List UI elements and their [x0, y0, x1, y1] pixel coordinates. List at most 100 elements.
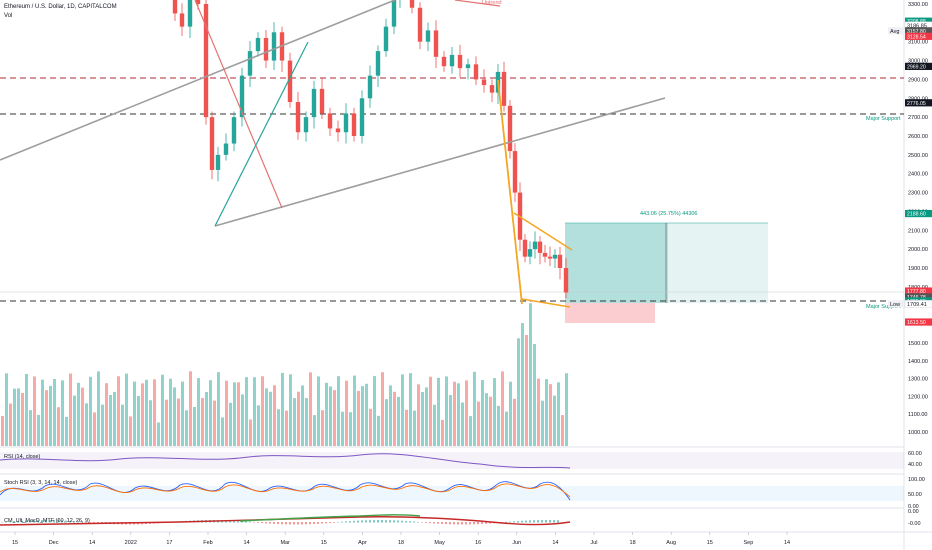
chart-title: Ethereum / U.S. Dollar, 1D, CAPITALCOM — [4, 4, 117, 10]
volume-bar — [297, 391, 300, 446]
candle-body — [263, 37, 269, 61]
macd-histogram-bar — [525, 520, 527, 523]
macd-histogram-bar — [397, 520, 399, 523]
volume-bar — [73, 395, 76, 446]
volume-bar — [485, 393, 488, 446]
candle-body — [303, 117, 309, 133]
stoch-k-line[interactable] — [0, 481, 571, 501]
time-tick: Jul — [590, 540, 597, 546]
macd-histogram-bar — [361, 520, 363, 523]
volume-bar — [5, 373, 8, 446]
volume-bar — [237, 382, 240, 446]
candle-body — [255, 37, 261, 52]
candle-body — [489, 85, 495, 93]
volume-bar — [65, 416, 68, 446]
volume-bar — [221, 417, 224, 446]
volume-bar — [393, 391, 396, 446]
target-zone-extension[interactable] — [668, 223, 768, 303]
uptrend-top-line[interactable] — [454, 0, 501, 7]
stoch-tick-0: 0.00 — [908, 504, 919, 510]
red-trendline[interactable] — [194, 0, 283, 209]
major-support-label-1: Major Support — [866, 116, 901, 122]
time-tick: Sep — [744, 540, 754, 546]
volume-bar — [85, 403, 88, 446]
time-tick: Apr — [358, 540, 367, 546]
volume-bar — [189, 371, 192, 446]
candle-body — [172, 0, 178, 14]
badge-tag-text: Low — [890, 302, 900, 308]
orange-wedge-upper[interactable] — [513, 212, 573, 251]
candle-body — [351, 113, 357, 136]
price-badge — [905, 209, 932, 218]
volume-bar — [225, 380, 228, 446]
macd-histogram-bar — [241, 521, 243, 523]
rsi-tick-60: 60.00 — [908, 451, 922, 457]
volume-bar — [97, 371, 100, 446]
price-badge-text: 1709.41 — [907, 302, 927, 308]
macd-histogram-bar — [557, 520, 559, 523]
rsi-line[interactable] — [0, 453, 571, 469]
price-badge-text: 2188.60 — [907, 212, 926, 218]
channel-upper-line[interactable] — [0, 0, 396, 161]
volume-bar — [33, 376, 36, 446]
orange-wedge-left[interactable] — [497, 79, 523, 305]
volume-bar — [353, 375, 356, 446]
candle-body — [209, 117, 215, 170]
stop-zone[interactable] — [565, 303, 655, 323]
macd-histogram-bar — [253, 522, 255, 523]
volume-bar — [93, 412, 96, 446]
volume-bar — [369, 408, 372, 446]
range-label: 443.06 (25.75%) 44306 — [640, 211, 698, 217]
volume-bar — [209, 380, 212, 446]
price-badge-text: 1613.50 — [907, 320, 926, 326]
volume-bar — [217, 372, 220, 446]
price-tick: 2100.00 — [908, 228, 928, 234]
macd-histogram-bar — [505, 521, 507, 523]
macd-tick-neg: -0.00 — [908, 521, 921, 527]
candle-body — [295, 102, 301, 133]
volume-bar — [149, 400, 152, 446]
macd-histogram-bar — [481, 522, 483, 525]
triangle-base-line[interactable] — [214, 97, 666, 227]
candle-body — [271, 32, 277, 61]
volume-bar — [177, 398, 180, 446]
target-zone[interactable] — [565, 223, 668, 303]
price-badge — [905, 318, 932, 326]
time-tick: Mar — [280, 540, 290, 546]
macd-histogram-bar — [461, 522, 463, 525]
stoch-d-line[interactable] — [0, 483, 571, 498]
time-tick: 15 — [707, 540, 713, 546]
price-badge — [905, 32, 932, 40]
major-support-label-2: Major Support — [866, 304, 901, 310]
candle-body — [425, 30, 431, 42]
macd-line[interactable] — [0, 516, 571, 526]
volume-bar — [161, 374, 164, 446]
macd-histogram-bar — [429, 522, 431, 524]
macd-histogram-bar — [409, 521, 411, 523]
price-badge — [905, 293, 932, 301]
volume-bar — [105, 383, 108, 446]
price-badge-text: 3128.54 — [907, 34, 926, 40]
teal-trendline[interactable] — [214, 41, 309, 227]
orange-wedge-lower[interactable] — [521, 298, 571, 308]
candle-body — [409, 0, 415, 8]
time-tick: 16 — [475, 540, 481, 546]
candle-body — [319, 88, 325, 114]
macd-histogram-bar — [485, 522, 487, 524]
macd-signal-line[interactable] — [239, 514, 421, 522]
volume-bar — [361, 386, 364, 446]
time-tick: 15 — [12, 540, 18, 546]
volume-bar — [441, 419, 444, 446]
volume-bar — [289, 374, 292, 446]
macd-histogram-bar — [29, 520, 31, 523]
macd-histogram-bar — [517, 521, 519, 523]
volume-bar — [125, 373, 128, 446]
volume-bar — [9, 403, 12, 446]
macd-histogram-bar — [529, 520, 531, 523]
price-badge — [905, 287, 932, 295]
macd-histogram-bar — [261, 522, 263, 524]
candle-body — [547, 256, 553, 259]
volume-bar — [145, 379, 148, 446]
volume-bar — [137, 395, 140, 446]
